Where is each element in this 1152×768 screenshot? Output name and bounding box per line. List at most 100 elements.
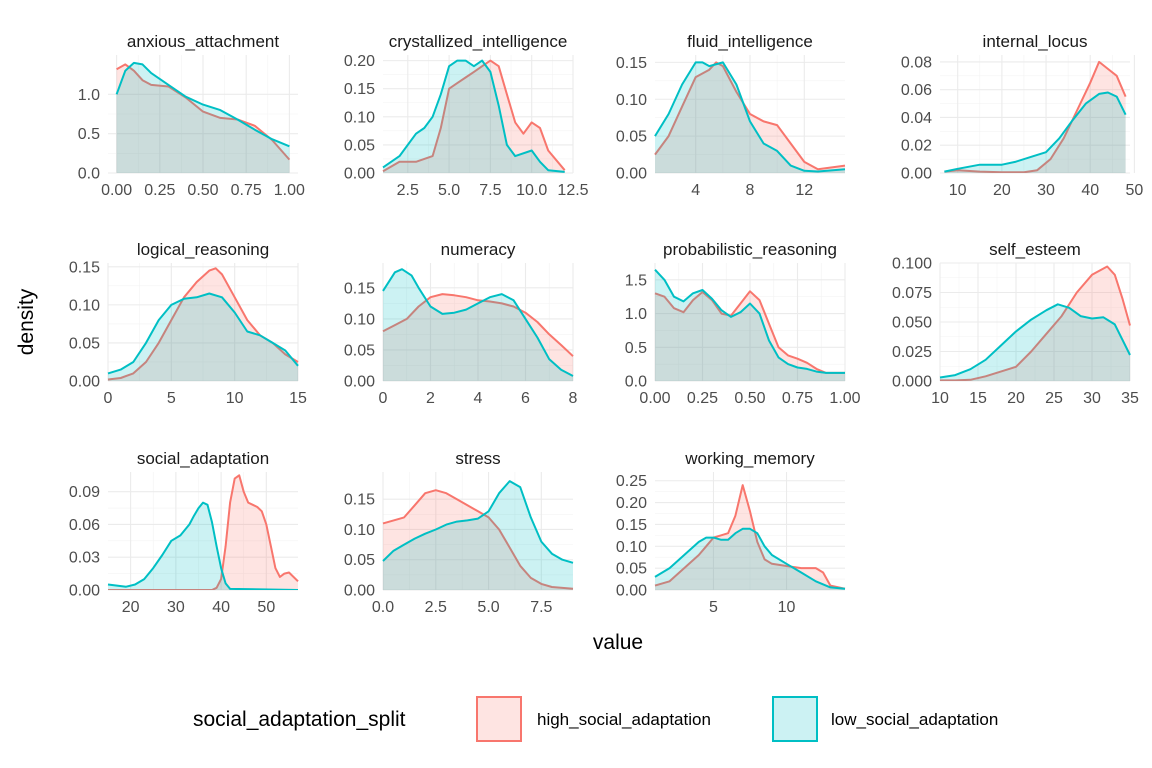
y-tick-label: 0.00 — [344, 583, 375, 600]
x-tick-label: 5 — [709, 599, 718, 616]
x-tick-label: 50 — [257, 599, 275, 616]
density-line-high-social-adaptation — [382, 293, 574, 357]
legend-item-high: high_social_adaptation — [476, 696, 711, 742]
legend-key-high — [476, 696, 522, 742]
major-grid — [382, 263, 574, 382]
density-line-low-social-adaptation — [382, 268, 574, 377]
major-grid — [108, 55, 298, 174]
y-tick-label: 0.00 — [901, 166, 932, 183]
y-tick-label: 0.05 — [344, 137, 375, 154]
density-area-low-social-adaptation — [116, 62, 290, 173]
density-series — [115, 61, 291, 173]
y-tick-label: 0.0 — [625, 374, 647, 391]
x-tick-label: 20 — [122, 599, 140, 616]
density-line-low-social-adaptation — [654, 61, 846, 173]
density-series — [944, 60, 1127, 173]
density-line-low-social-adaptation — [654, 527, 846, 590]
legend-label-low: low_social_adaptation — [831, 710, 998, 729]
panel-internal-locus: internal_locus 0.00 0.02 0.04 0.06 0.08 10 20 30… — [901, 32, 1144, 199]
y-tick-label: 0.5 — [625, 340, 647, 357]
x-tick-label: 40 — [1081, 182, 1099, 199]
panel-fluid-intelligence: fluid_intelligence 0.00 0.05 0.10 0.15 4 8 12 — [616, 32, 846, 199]
x-tick-label: 2 — [426, 390, 435, 407]
x-tick-label: 8 — [746, 182, 755, 199]
x-tick-label: 7.5 — [530, 599, 552, 616]
panel-title: internal_locus — [983, 32, 1088, 51]
x-tick-label: 15 — [969, 390, 987, 407]
panel-title: working_memory — [684, 449, 815, 468]
density-area-high-social-adaptation — [655, 291, 845, 381]
x-tick-label: 0.50 — [734, 390, 765, 407]
y-tick-label: 0.15 — [69, 259, 100, 276]
y-tick-label: 0.050 — [892, 315, 932, 332]
y-tick-label: 0.00 — [69, 374, 100, 391]
x-tick-label: 5 — [167, 390, 176, 407]
minor-grid — [940, 55, 1130, 173]
density-line-high-social-adaptation — [944, 60, 1127, 173]
density-area-high-social-adaptation — [108, 268, 298, 381]
y-tick-label: 0.10 — [344, 311, 375, 328]
panel-social-adaptation: social_adaptation 0.00 0.03 0.06 0.09 20 30 40 5… — [69, 449, 299, 616]
major-grid — [655, 472, 845, 591]
x-axis-title: value — [593, 631, 643, 654]
density-line-high-social-adaptation — [940, 265, 1131, 381]
x-tick-label: 50 — [1126, 182, 1144, 199]
minor-grid — [108, 263, 298, 381]
x-tick-label: 1.00 — [829, 390, 860, 407]
panel-stress: stress 0.00 0.05 0.10 0.15 0.0 2.5 5.0 7.5 — [344, 449, 574, 616]
y-tick-label: 0.05 — [344, 552, 375, 569]
x-tick-label: 40 — [212, 599, 230, 616]
y-tick-label: 0.15 — [344, 280, 375, 297]
x-tick-label: 30 — [1037, 182, 1055, 199]
density-line-high-social-adaptation — [654, 61, 846, 171]
density-area-high-social-adaptation — [116, 64, 290, 173]
x-tick-label: 5.0 — [477, 599, 499, 616]
density-line-high-social-adaptation — [654, 484, 846, 590]
legend-item-low: low_social_adaptation — [772, 696, 998, 742]
y-tick-label: 0.10 — [69, 297, 100, 314]
x-tick-label: 4 — [691, 182, 700, 199]
y-tick-label: 0.00 — [616, 166, 647, 183]
density-line-low-social-adaptation — [939, 303, 1131, 379]
density-series — [107, 267, 299, 381]
panel-numeracy: numeracy 0.00 0.05 0.10 0.15 0 2 4 6 8 — [344, 240, 578, 407]
y-tick-label: 0.15 — [616, 55, 647, 72]
x-tick-label: 10 — [931, 390, 949, 407]
x-tick-label: 20 — [993, 182, 1011, 199]
y-tick-label: 0.000 — [892, 374, 932, 391]
density-area-low-social-adaptation — [655, 269, 845, 381]
y-tick-label: 0.075 — [892, 285, 932, 302]
density-series — [382, 59, 566, 173]
x-tick-label: 0 — [379, 390, 388, 407]
y-tick-label: 0.09 — [69, 484, 100, 501]
panel-title: fluid_intelligence — [687, 32, 813, 51]
density-area-low-social-adaptation — [944, 92, 1126, 173]
density-line-low-social-adaptation — [654, 269, 845, 374]
x-tick-label: 30 — [1083, 390, 1101, 407]
y-tick-label: 1.5 — [625, 272, 647, 289]
legend-label-high: high_social_adaptation — [537, 710, 711, 729]
y-tick-label: 0.05 — [344, 342, 375, 359]
density-area-low-social-adaptation — [383, 269, 573, 381]
density-area-low-social-adaptation — [383, 60, 565, 173]
panel-title: stress — [455, 449, 500, 468]
y-tick-label: 0.00 — [616, 583, 647, 600]
x-tick-label: 10 — [778, 599, 796, 616]
x-tick-label: 5.0 — [438, 182, 460, 199]
major-grid — [940, 55, 1135, 174]
major-grid — [939, 262, 1131, 382]
y-tick-label: 1.0 — [625, 306, 647, 323]
y-tick-label: 0.15 — [344, 81, 375, 98]
x-tick-label: 20 — [1007, 390, 1025, 407]
density-line-low-social-adaptation — [107, 292, 299, 375]
density-area-low-social-adaptation — [108, 502, 298, 590]
y-tick-label: 1.0 — [78, 87, 100, 104]
panel-title: probabilistic_reasoning — [663, 240, 837, 259]
y-tick-label: 0.06 — [901, 82, 932, 99]
major-grid — [382, 472, 573, 591]
y-tick-label: 0.05 — [616, 561, 647, 578]
panel-title: logical_reasoning — [137, 240, 269, 259]
panel-title: anxious_attachment — [127, 32, 279, 51]
